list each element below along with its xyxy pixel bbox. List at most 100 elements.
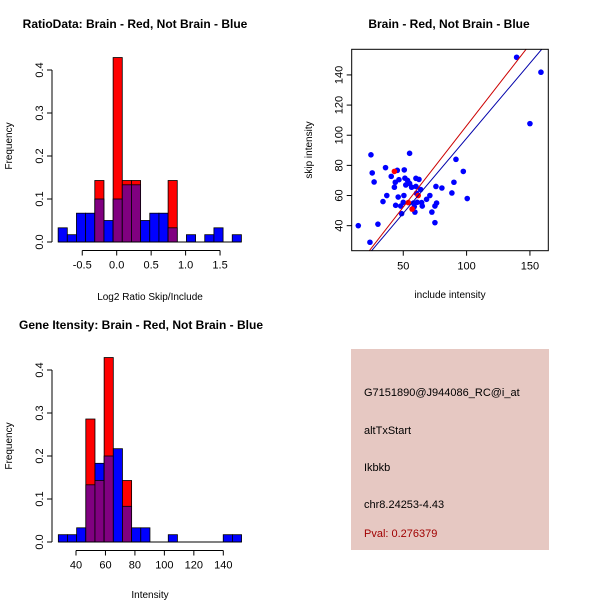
scatter-point-not-brain <box>429 209 435 215</box>
scatter-y-tick-label: 100 <box>334 126 346 144</box>
scatter-point-not-brain <box>453 156 459 163</box>
scatter-point-not-brain <box>527 120 533 127</box>
scatter-x-tick-label: 100 <box>457 261 475 273</box>
scatter-point-not-brain <box>433 183 439 190</box>
ratio-hist-bar-overlap <box>167 227 178 243</box>
scatter-point-not-brain <box>368 152 374 158</box>
scatter-title: Brain - Red, Not Brain - Blue <box>368 17 530 31</box>
scatter-point-brain <box>409 206 415 212</box>
ratio-hist-title: RatioData: Brain - Red, Not Brain - Blue <box>23 17 248 31</box>
ratio-hist-bar-not-brain <box>204 234 215 243</box>
scatter-point-not-brain <box>392 202 399 209</box>
intensity-hist-bar-not-brain <box>222 534 233 543</box>
scatter-point-not-brain <box>538 69 544 76</box>
ratio-hist-x-tick-label: 1.0 <box>178 260 193 272</box>
scatter-point-not-brain <box>408 184 415 191</box>
ratio-hist-y-tick-label: 0.0 <box>34 234 46 249</box>
scatter-point-not-brain <box>382 164 389 171</box>
intensity-hist-bar-not-brain <box>67 534 78 543</box>
ratio-hist-xlabel: Log2 Ratio Skip/Include <box>97 292 203 303</box>
scatter-point-not-brain <box>395 194 401 200</box>
ratio-hist-x-tick-label: -0.5 <box>73 260 92 272</box>
intensity-hist-bar-not-brain <box>167 534 178 543</box>
scatter-point-brain <box>391 168 398 175</box>
ratio-hist-bar-not-brain <box>66 234 77 243</box>
scatter-point-not-brain <box>400 199 407 206</box>
info-probe: G7151890@J944086_RC@i_at <box>364 387 520 399</box>
scatter-point-not-brain <box>413 183 419 190</box>
scatter-point-not-brain <box>380 198 386 205</box>
intensity-hist-x-tick-label: 100 <box>155 560 173 572</box>
ratio-hist-ylabel: Frequency <box>4 122 15 169</box>
ratio-hist-bar-not-brain <box>140 220 151 243</box>
ratio-hist-bar-not-brain <box>213 227 224 243</box>
info-pval: Pval: 0.276379 <box>364 528 437 540</box>
info-panel <box>351 349 549 550</box>
scatter-point-not-brain <box>371 179 377 185</box>
scatter-y-tick-label: 40 <box>334 220 346 232</box>
scatter-point-not-brain <box>406 150 413 157</box>
ratio-hist-x-tick-label: 0.0 <box>109 260 124 272</box>
intensity-hist-xlabel: Intensity <box>131 590 168 600</box>
scatter-point-not-brain <box>427 192 433 199</box>
ratio-hist-y-tick-label: 0.4 <box>34 62 46 77</box>
intensity-hist-x-tick-label: 80 <box>129 560 141 572</box>
scatter-point-not-brain <box>451 179 457 186</box>
ratio-hist-bar-not-brain <box>57 227 68 243</box>
scatter-y-tick-label: 80 <box>334 159 346 171</box>
ratio-hist-bar-not-brain <box>231 234 242 243</box>
scatter-point-not-brain <box>414 199 420 206</box>
scatter-y-tick-label: 60 <box>334 189 346 201</box>
intensity-hist-x-tick-label: 60 <box>99 560 111 572</box>
intensity-hist-y-tick-label: 0.3 <box>34 405 46 420</box>
intensity-hist-bar-not-brain <box>57 534 68 543</box>
scatter-point-not-brain <box>391 184 398 191</box>
scatter-fit-line-brain <box>368 49 527 251</box>
scatter-y-tick-label: 140 <box>334 66 346 84</box>
scatter-fit-line-not-brain <box>370 49 543 251</box>
intensity-hist-x-tick-label: 140 <box>214 560 232 572</box>
ratio-hist-bar-overlap <box>112 198 123 243</box>
intensity-hist-y-tick-label: 0.2 <box>34 448 46 463</box>
intensity-hist-bar-not-brain <box>76 527 87 543</box>
scatter-point-not-brain <box>439 185 445 191</box>
scatter-point-not-brain <box>464 195 471 202</box>
scatter-x-tick-label: 50 <box>397 261 409 273</box>
intensity-hist-bar-overlap <box>103 455 114 543</box>
scatter-x-tick-label: 150 <box>521 261 539 273</box>
intensity-hist-bar-not-brain <box>140 527 151 543</box>
ratio-hist-bar-not-brain <box>76 212 87 243</box>
scatter-plot-box <box>351 48 549 252</box>
scatter-point-not-brain <box>401 167 408 173</box>
scatter-point-not-brain <box>375 221 381 227</box>
scatter-point-not-brain <box>423 196 430 203</box>
intensity-hist-y-tick-label: 0.4 <box>34 362 46 377</box>
scatter-ylabel: skip intensity <box>304 121 315 178</box>
intensity-hist-bar-not-brain <box>232 534 242 543</box>
scatter-y-tick-label: 120 <box>334 96 346 114</box>
intensity-hist-bar-not-brain <box>112 448 123 543</box>
ratio-hist-bar-not-brain <box>149 212 160 243</box>
ratio-hist-bar-overlap <box>131 184 142 243</box>
ratio-hist-x-tick-label: 0.5 <box>144 260 159 272</box>
ratio-hist-y-tick-label: 0.3 <box>34 105 46 120</box>
intensity-hist-bar-not-brain <box>131 527 142 543</box>
scatter-point-brain <box>405 199 412 206</box>
intensity-hist-title: Gene Itensity: Brain - Red, Not Brain - … <box>19 318 263 332</box>
ratio-hist-y-tick-label: 0.2 <box>34 148 46 163</box>
scatter-point-not-brain <box>449 190 455 196</box>
scatter-point-not-brain <box>355 222 362 229</box>
ratio-hist-bar-not-brain <box>158 212 169 243</box>
scatter-point-not-brain <box>432 219 438 226</box>
ratio-hist-bar-not-brain <box>186 234 196 243</box>
info-location: chr8.24253-4.43 <box>364 499 444 511</box>
intensity-hist-y-tick-label: 0.1 <box>34 491 46 506</box>
scatter-point-not-brain <box>460 168 467 175</box>
scatter-xlabel: include intensity <box>414 290 485 301</box>
scatter-point-not-brain <box>369 170 376 176</box>
ratio-hist-bar-not-brain <box>85 212 96 243</box>
ratio-hist-bar-not-brain <box>103 220 114 243</box>
scatter-point-not-brain <box>388 173 395 180</box>
intensity-hist-x-tick-label: 120 <box>185 560 203 572</box>
